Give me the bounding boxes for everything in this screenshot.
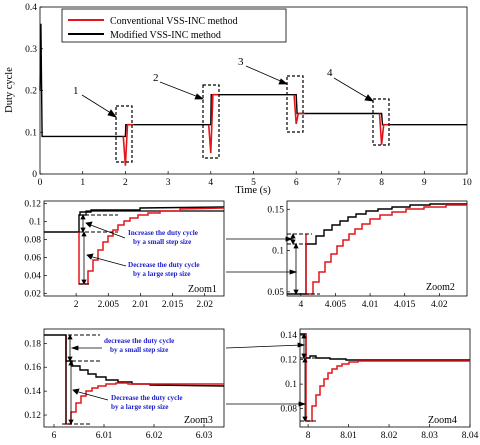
main-conventional-line <box>122 123 134 166</box>
zoom1-ytick-label: 0.08 <box>24 236 41 246</box>
zoom2-ytick-label: 0.15 <box>267 205 284 215</box>
zoom2-modified-line <box>287 203 467 295</box>
zoom4-ytick-label: 0.1 <box>285 380 297 390</box>
main-xtick-label: 3 <box>166 178 171 188</box>
legend-modified: Modified VSS-INC method <box>110 30 221 41</box>
main-ytick-label: 0.2 <box>25 87 37 97</box>
zoom2-ytick-label: 0.05 <box>267 288 284 298</box>
main-xtick-label: 10 <box>462 178 472 188</box>
zoom2-xtick-label: 4.015 <box>394 300 416 310</box>
zoom4-xtick-label: 8.03 <box>421 431 438 441</box>
zoom3-annotation-decrease-small-step: by a small step size <box>110 346 168 354</box>
zoom1-annotation-increase: Increase the duty cycle <box>128 229 198 237</box>
zoom3-ytick-label: 0.18 <box>24 339 41 349</box>
zoom1-ytick-label: 0.04 <box>24 271 41 281</box>
zoom4-xtick-label: 8.02 <box>381 431 398 441</box>
zoom1-xtick-label: 2.005 <box>98 300 120 310</box>
zoom3-xtick-label: 6.03 <box>196 431 213 441</box>
callout-number-1: 1 <box>73 85 79 97</box>
zoom4-xtick-label: 8.01 <box>340 431 357 441</box>
main-xtick-label: 1 <box>80 178 85 188</box>
zoom1-conventional-line <box>78 207 224 285</box>
zoom4-xtick-label: 8.04 <box>462 431 479 441</box>
callout-number-3: 3 <box>238 56 244 68</box>
zoom3-xtick-label: 6 <box>52 431 57 441</box>
zoom4-ytick-label: 0.12 <box>280 356 297 366</box>
zoom4-label: Zoom4 <box>428 415 457 426</box>
zoom3-conventional-line <box>65 335 224 425</box>
callout-box-2 <box>202 84 220 159</box>
main-ytick-label: 0 <box>32 170 37 180</box>
zoom2-xtick-label: 4.01 <box>362 300 379 310</box>
legend: Conventional VSS-INC method Modified VSS… <box>61 8 287 43</box>
zoom1-ytick-label: 0.02 <box>24 289 41 299</box>
zoom4-xtick-label: 8 <box>306 431 311 441</box>
callout-box-3 <box>286 75 304 133</box>
main-xtick-label: 8 <box>379 178 384 188</box>
main-ytick-label: 0.1 <box>25 128 37 138</box>
x-axis-label: Time (s) <box>235 185 271 196</box>
zoom3-annotation-decrease-large-step: by a large step size <box>111 403 169 411</box>
zoom3-xtick-label: 6.01 <box>96 431 113 441</box>
zoom1-plot: 2 2.005 2.01 2.015 2.02 0.02 0.04 0.06 0.08 0.1 0.… <box>24 200 225 310</box>
callout-arrow-2 <box>159 81 202 99</box>
zoom1-ytick-label: 0.06 <box>24 253 41 263</box>
zoom4-ytick-label: 0.14 <box>280 331 297 341</box>
y-axis-label: Duty cycle <box>4 67 15 113</box>
callout-box-4 <box>372 98 390 146</box>
zoom4-ytick-label: 0.08 <box>280 405 297 415</box>
zoom3-xtick-label: 6.02 <box>146 431 163 441</box>
main-xtick-label: 4 <box>208 178 213 188</box>
callout-arrow-3 <box>245 65 286 84</box>
main-plot: 0 1 2 3 4 5 6 7 8 9 10 0 0.1 0.2 0.3 0.4 Duty cycle Tim… <box>4 3 472 196</box>
main-xtick-label: 9 <box>422 178 427 188</box>
main-conventional-line <box>378 113 391 145</box>
zoom1-xtick-label: 2.02 <box>196 300 213 310</box>
main-xtick-label: 5 <box>251 178 256 188</box>
main-xtick-label: 7 <box>337 178 342 188</box>
zoom1-ytick-label: 0.12 <box>24 200 41 210</box>
zoom3-ytick-label: 0.12 <box>24 411 41 421</box>
main-modified-line <box>39 23 467 138</box>
zoom1-annotation-increase-step: by a small step size <box>133 238 191 246</box>
callout-number-4: 4 <box>327 67 333 79</box>
zoom1-label: Zoom1 <box>188 284 217 295</box>
zoom2-conventional-line <box>305 204 467 295</box>
main-xtick-label: 6 <box>294 178 299 188</box>
zoom4-plot: 8 8.01 8.02 8.03 8.04 0.08 0.1 0.12 0.14 Zoom4 <box>225 328 479 441</box>
zoom1-xtick-label: 2.015 <box>162 300 184 310</box>
callout-arrow-1 <box>81 94 115 116</box>
zoom1-annotation-decrease-step: by a large step size <box>133 270 191 278</box>
main-conventional-line <box>293 94 305 125</box>
zoom2-xtick-label: 4.005 <box>325 300 347 310</box>
callout-number-2: 2 <box>153 72 159 84</box>
zoom3-ytick-label: 0.16 <box>24 363 41 373</box>
callout-arrow-4 <box>333 77 372 101</box>
zoom2-xtick-label: 4 <box>298 300 303 310</box>
zoom1-xtick-label: 2 <box>74 300 79 310</box>
zoom3-annotation-decrease-small: decrease the duty cycle <box>104 337 174 345</box>
zoom2-plot: 4 4.005 4.01 4.015 4.02 0.05 0.1 0.15 Zoom2 <box>226 200 468 310</box>
main-xtick-label: 2 <box>123 178 128 188</box>
main-ytick-label: 0.3 <box>25 45 37 55</box>
main-ytick-label: 0.4 <box>25 3 37 13</box>
main-conventional-line <box>207 93 220 154</box>
zoom3-annotation-decrease-large: Decrease the duty cycle <box>111 394 183 402</box>
zoom3-label: Zoom3 <box>184 415 213 426</box>
callout-box-1 <box>115 105 133 163</box>
legend-conventional: Conventional VSS-INC method <box>110 16 238 27</box>
zoom3-plot: 6 6.01 6.02 6.03 0.12 0.14 0.16 0.18 decrease t… <box>24 328 225 441</box>
zoom1-ytick-label: 0.1 <box>29 218 41 228</box>
zoom2-ytick-label: 0.1 <box>272 247 284 257</box>
zoom3-ytick-label: 0.14 <box>24 387 41 397</box>
zoom2-xtick-label: 4.02 <box>431 300 448 310</box>
zoom1-annotation-decrease: Decrease the duty cycle <box>128 261 200 269</box>
zoom2-label: Zoom2 <box>426 282 455 293</box>
main-xtick-label: 0 <box>38 178 43 188</box>
zoom1-xtick-label: 2.01 <box>132 300 149 310</box>
zoom4-conventional-line <box>305 334 470 422</box>
